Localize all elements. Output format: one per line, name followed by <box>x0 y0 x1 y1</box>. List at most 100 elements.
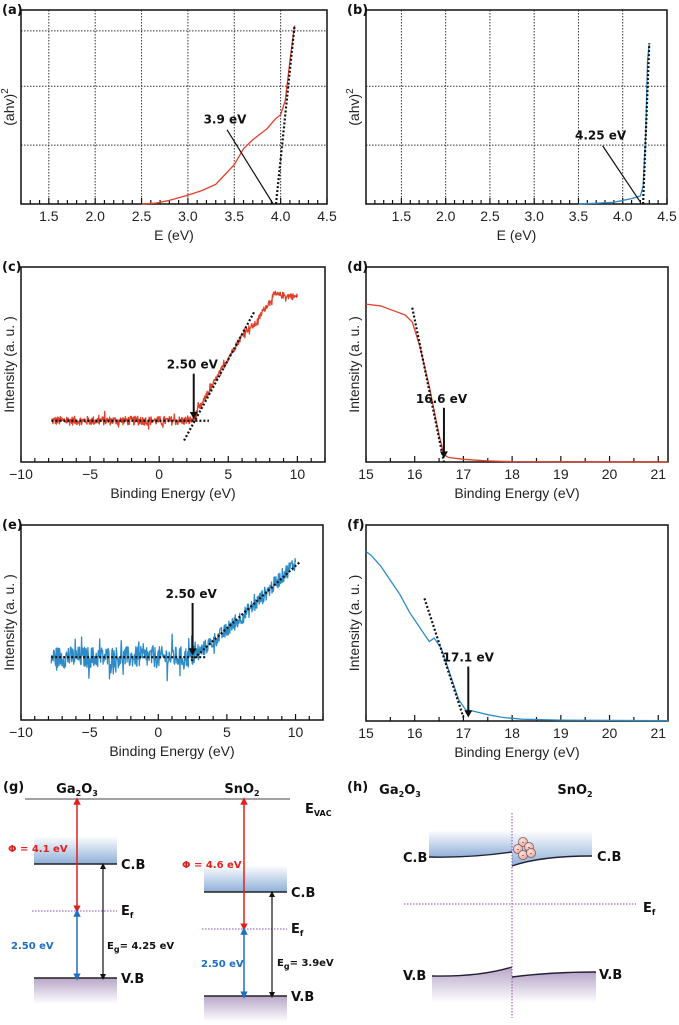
subscript: 3 <box>92 789 98 798</box>
right-vb-edge <box>511 971 597 978</box>
subscript: 2 <box>587 790 593 799</box>
x-tick-label: 17 <box>456 725 472 741</box>
text-part: E <box>305 802 314 817</box>
x-tick-label: 4.5 <box>317 208 337 224</box>
x-tick-label: 15 <box>358 725 374 741</box>
x-axis-label: Binding Energy (eV) <box>110 485 235 501</box>
x-tick-label: 5 <box>223 724 231 740</box>
panel-label: (b) <box>347 3 368 18</box>
x-tick-label: 2.0 <box>436 208 456 224</box>
subscript: VAC <box>314 809 332 818</box>
chart-panel-c: −10 −5 0 5 10 Binding Energy (eV) Intensity (a… <box>1 260 326 501</box>
y-axis-label: Intensity (a. u. ) <box>346 316 362 412</box>
x-tick-label: 1.5 <box>39 208 59 224</box>
vacuum-level-label: EVAC <box>305 802 332 818</box>
x-tick-label: 1.5 <box>392 208 412 224</box>
text-part: E <box>291 922 300 937</box>
plot-frame <box>20 9 328 205</box>
x-tick-label: 21 <box>650 466 666 482</box>
chart-panel-f: 15 16 17 18 19 20 21 Binding Energy (eV) Intensi… <box>346 518 669 760</box>
x-tick-label: 19 <box>553 725 569 741</box>
vb-label: V.B <box>291 990 314 1005</box>
work-function-label: Φ = 4.6 eV <box>182 860 242 871</box>
text-part: SnO <box>224 782 254 797</box>
subscript: f <box>652 908 656 917</box>
text-part: = 4.25 eV <box>120 941 175 952</box>
bandgap-label: Eg= 4.25 eV <box>107 941 174 954</box>
text-part: SnO <box>557 783 587 798</box>
x-tick-label: −10 <box>9 466 33 482</box>
x-axis-label: Binding Energy (eV) <box>454 744 579 760</box>
subscript: 2 <box>254 789 260 798</box>
electron-circle <box>526 848 536 858</box>
y-axis-label-superscript: 2 <box>345 88 356 94</box>
x-tick-label: −5 <box>82 466 98 482</box>
x-tick-label: 3.0 <box>524 208 544 224</box>
x-tick-label: 10 <box>288 724 304 740</box>
fit-line <box>641 43 651 205</box>
vb-label: V.B <box>121 972 144 987</box>
text-part: O <box>81 782 92 797</box>
x-tick-label: 20 <box>602 725 618 741</box>
plot-frame <box>365 266 669 463</box>
annotation-label: 3.9 eV <box>204 113 248 127</box>
panel-label: (c) <box>2 260 22 275</box>
subscript: 3 <box>415 790 421 799</box>
x-axis-label: Binding Energy (eV) <box>109 743 234 759</box>
chart-panel-d: 15 16 17 18 19 20 21 Binding Energy (eV) Intensi… <box>346 260 669 501</box>
left-cb-edge <box>428 851 513 858</box>
x-axis-label: E (eV) <box>154 227 194 243</box>
x-axis-label: Binding Energy (eV) <box>454 485 579 501</box>
left-vb-edge <box>431 966 513 977</box>
annotation-pointer <box>602 145 641 203</box>
x-tick-label: 3.5 <box>569 208 589 224</box>
panel-label: (d) <box>347 260 368 275</box>
electron-icon: - <box>518 850 528 860</box>
y-axis-label: Intensity (a. u. ) <box>1 574 17 670</box>
cb-label: C.B <box>121 858 145 873</box>
electron-charge: - <box>517 846 520 854</box>
fit-line <box>183 310 256 441</box>
y-axis-label-superscript: 2 <box>0 88 11 94</box>
annotation-label: 16.6 eV <box>416 392 468 406</box>
subscript: f <box>300 929 304 938</box>
subscript: 2 <box>399 790 405 799</box>
x-tick-label: 5 <box>224 466 232 482</box>
arrow-head-icon <box>464 710 473 718</box>
data-series-line <box>141 25 296 205</box>
material-name: Ga2O3 <box>56 782 98 798</box>
panel-label: (a) <box>2 3 23 18</box>
cb-label: C.B <box>291 886 315 901</box>
x-tick-label: 2.5 <box>132 208 152 224</box>
data-series-line <box>50 557 297 682</box>
x-tick-label: 3.0 <box>178 208 198 224</box>
x-tick-label: 16 <box>407 466 423 482</box>
x-tick-label: −5 <box>82 724 98 740</box>
panel-label: (f) <box>347 518 365 533</box>
annotation-label: 2.50 eV <box>167 358 219 372</box>
panel-label: (h) <box>347 780 368 795</box>
x-tick-label: 17 <box>456 466 472 482</box>
text-part: E <box>277 958 284 969</box>
x-axis-label: E (eV) <box>497 227 537 243</box>
material-name: SnO2 <box>224 782 259 798</box>
right-cb-fill <box>512 830 592 866</box>
x-tick-label: 0 <box>154 724 162 740</box>
text-part: O <box>404 783 415 798</box>
electron-charge: - <box>522 839 525 847</box>
vb-left-label: V.B <box>403 969 426 984</box>
plot-frame <box>365 524 669 722</box>
data-series-line <box>51 290 299 430</box>
chart-panel-a: 1.5 2.0 2.5 3.0 3.5 4.0 4.5 E (eV) (ahv)2 (a) 3.9 … <box>0 3 337 243</box>
data-series-line <box>578 43 650 205</box>
text-part: Ga <box>56 782 75 797</box>
arrow-head-icon <box>188 648 197 656</box>
left-material-name: Ga2O3 <box>379 783 421 799</box>
chart-panel-b: 1.5 2.0 2.5 3.0 3.5 4.0 4.5 E (eV) (ahv)2 (b) 4.25… <box>345 3 677 243</box>
x-tick-label: 16 <box>407 725 423 741</box>
vb-right-label: V.B <box>599 968 622 983</box>
x-tick-label: 4.0 <box>271 208 291 224</box>
right-vb-fill <box>512 972 596 1003</box>
material-1: SnO2 C.B V.B Ef Φ = 4.6 eV 2.50 eV Eg= 3.9eV <box>182 782 334 1022</box>
